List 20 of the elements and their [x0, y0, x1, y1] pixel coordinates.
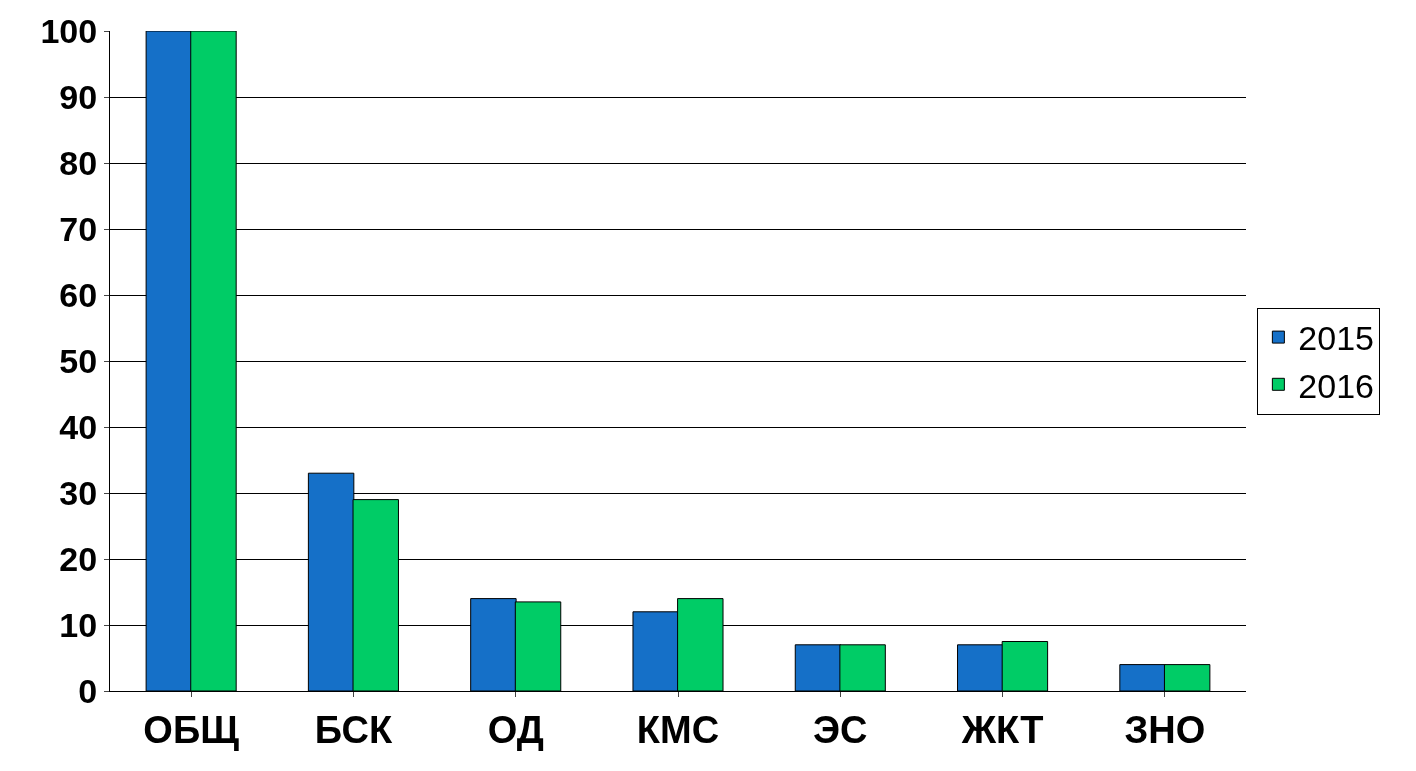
y-tick-label: 90 — [59, 77, 98, 116]
y-tick-label: 30 — [59, 473, 98, 512]
y-tick-label: 80 — [59, 143, 98, 182]
x-tick-label: ЭС — [813, 708, 868, 751]
y-tick-label: 50 — [59, 341, 98, 380]
legend-label: 2016 — [1298, 366, 1374, 405]
x-tick-label: ЗНО — [1124, 708, 1206, 751]
y-tick-label: 100 — [40, 11, 98, 50]
y-tick-label: 40 — [59, 407, 98, 446]
y-tick-label: 70 — [59, 209, 98, 248]
x-tick-label: КМС — [636, 708, 720, 751]
y-tick-label: 20 — [59, 539, 98, 578]
y-tick-label: 60 — [59, 275, 98, 314]
x-tick-label: ОД — [487, 708, 544, 751]
y-tick-label: 0 — [78, 671, 98, 710]
x-tick-label: ОБЩ — [143, 708, 240, 751]
x-tick-label: ЖКТ — [960, 708, 1044, 751]
y-tick-label: 10 — [59, 605, 98, 644]
x-tick-label: БСК — [314, 708, 393, 751]
legend-label: 2015 — [1298, 319, 1374, 358]
